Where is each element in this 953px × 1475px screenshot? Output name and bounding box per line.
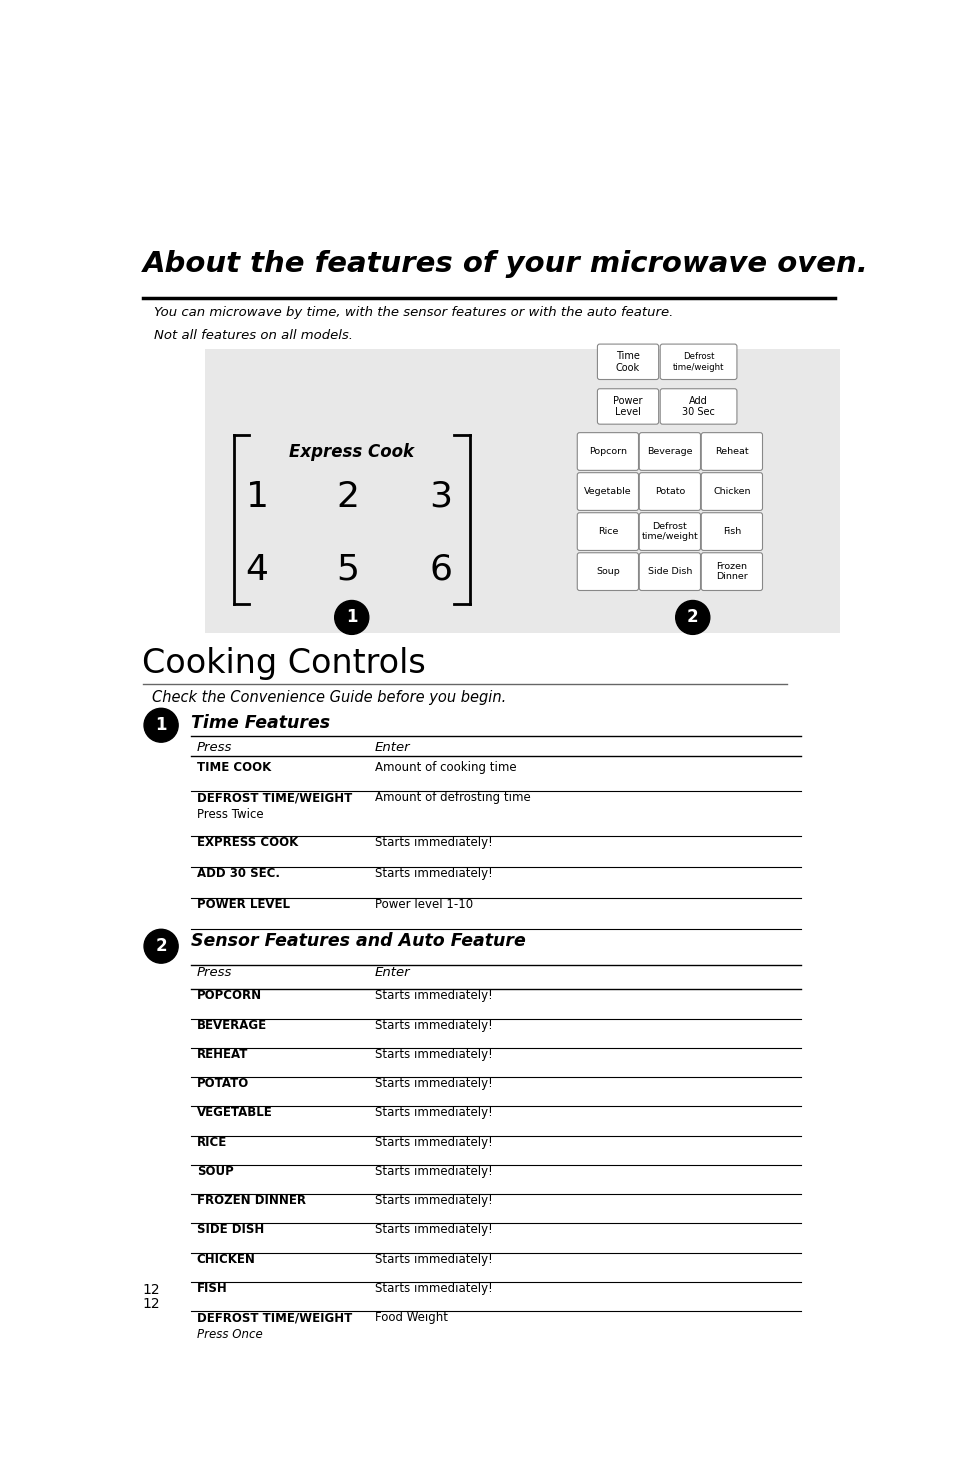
- Text: Chicken: Chicken: [713, 487, 750, 496]
- Circle shape: [144, 929, 178, 963]
- Text: DEFROST TIME/WEIGHT: DEFROST TIME/WEIGHT: [196, 1311, 352, 1325]
- Text: 2: 2: [336, 479, 359, 513]
- Text: BEVERAGE: BEVERAGE: [196, 1019, 267, 1031]
- FancyBboxPatch shape: [577, 513, 638, 550]
- Text: Not all features on all models.: Not all features on all models.: [154, 329, 353, 342]
- Text: POTATO: POTATO: [196, 1077, 249, 1090]
- FancyBboxPatch shape: [659, 389, 736, 425]
- Text: Frozen
Dinner: Frozen Dinner: [716, 562, 747, 581]
- Text: Power
Level: Power Level: [613, 395, 642, 417]
- Text: EXPRESS COOK: EXPRESS COOK: [196, 836, 297, 850]
- Text: Side Dish: Side Dish: [647, 566, 691, 577]
- Text: 1: 1: [346, 609, 357, 627]
- Text: Amount of defrosting time: Amount of defrosting time: [375, 792, 530, 804]
- Text: FISH: FISH: [196, 1282, 227, 1295]
- Text: 4: 4: [246, 553, 269, 587]
- Text: Starts immediately!: Starts immediately!: [375, 1282, 493, 1295]
- Text: Food Weight: Food Weight: [375, 1311, 448, 1325]
- Text: Power level 1-10: Power level 1-10: [375, 898, 473, 910]
- Text: About the features of your microwave oven.: About the features of your microwave ove…: [142, 251, 867, 279]
- Circle shape: [144, 708, 178, 742]
- FancyBboxPatch shape: [700, 432, 761, 471]
- Text: Starts immediately!: Starts immediately!: [375, 990, 493, 1003]
- Text: Potato: Potato: [654, 487, 684, 496]
- Text: Starts immediately!: Starts immediately!: [375, 1252, 493, 1266]
- Text: POWER LEVEL: POWER LEVEL: [196, 898, 290, 910]
- Text: You can microwave by time, with the sensor features or with the auto feature.: You can microwave by time, with the sens…: [154, 307, 673, 320]
- FancyBboxPatch shape: [597, 344, 658, 379]
- Text: 2: 2: [686, 609, 698, 627]
- Text: TIME COOK: TIME COOK: [196, 761, 271, 774]
- Text: Starts immediately!: Starts immediately!: [375, 1136, 493, 1149]
- Text: Popcorn: Popcorn: [588, 447, 626, 456]
- Text: 5: 5: [336, 553, 359, 587]
- Text: Fish: Fish: [722, 527, 740, 535]
- Text: Starts immediately!: Starts immediately!: [375, 1195, 493, 1207]
- FancyBboxPatch shape: [700, 513, 761, 550]
- Text: Starts immediately!: Starts immediately!: [375, 1077, 493, 1090]
- Text: Amount of cooking time: Amount of cooking time: [375, 761, 517, 774]
- Text: 1: 1: [246, 479, 269, 513]
- FancyBboxPatch shape: [639, 513, 700, 550]
- FancyBboxPatch shape: [577, 553, 638, 590]
- Text: Press: Press: [196, 966, 232, 979]
- Text: REHEAT: REHEAT: [196, 1047, 248, 1061]
- Text: SOUP: SOUP: [196, 1165, 233, 1179]
- Text: VEGETABLE: VEGETABLE: [196, 1106, 273, 1120]
- Text: SIDE DISH: SIDE DISH: [196, 1223, 264, 1236]
- Text: DEFROST TIME/WEIGHT: DEFROST TIME/WEIGHT: [196, 792, 352, 804]
- Circle shape: [335, 600, 369, 634]
- FancyBboxPatch shape: [577, 432, 638, 471]
- Circle shape: [675, 600, 709, 634]
- Bar: [204, 348, 840, 633]
- Text: 12: 12: [142, 1283, 160, 1298]
- Text: 1: 1: [155, 717, 167, 735]
- Text: Starts immediately!: Starts immediately!: [375, 1165, 493, 1179]
- Text: Time Features: Time Features: [191, 714, 330, 733]
- Text: 2: 2: [155, 937, 167, 956]
- Text: Defrost
time/weight: Defrost time/weight: [672, 353, 723, 372]
- Text: Defrost
time/weight: Defrost time/weight: [640, 522, 698, 541]
- Text: 6: 6: [429, 553, 452, 587]
- FancyBboxPatch shape: [700, 553, 761, 590]
- Text: Enter: Enter: [375, 740, 410, 754]
- Text: Rice: Rice: [598, 527, 618, 535]
- Text: Beverage: Beverage: [646, 447, 692, 456]
- Text: RICE: RICE: [196, 1136, 227, 1149]
- Text: Starts immediately!: Starts immediately!: [375, 1019, 493, 1031]
- Text: CHICKEN: CHICKEN: [196, 1252, 255, 1266]
- Text: Starts immediately!: Starts immediately!: [375, 836, 493, 850]
- Text: POPCORN: POPCORN: [196, 990, 262, 1003]
- Text: 12: 12: [142, 1298, 160, 1311]
- Text: Starts immediately!: Starts immediately!: [375, 1106, 493, 1120]
- Text: Vegetable: Vegetable: [583, 487, 631, 496]
- Text: Press Twice: Press Twice: [196, 808, 263, 822]
- Text: Starts immediately!: Starts immediately!: [375, 867, 493, 881]
- Text: Press Once: Press Once: [196, 1328, 262, 1341]
- FancyBboxPatch shape: [659, 344, 736, 379]
- Text: Time
Cook: Time Cook: [616, 351, 639, 373]
- FancyBboxPatch shape: [639, 472, 700, 510]
- Text: Express Cook: Express Cook: [289, 442, 414, 460]
- Text: 3: 3: [429, 479, 452, 513]
- Text: ADD 30 SEC.: ADD 30 SEC.: [196, 867, 279, 881]
- Text: Cooking Controls: Cooking Controls: [142, 646, 426, 680]
- FancyBboxPatch shape: [577, 472, 638, 510]
- Text: Starts immediately!: Starts immediately!: [375, 1047, 493, 1061]
- Text: Press: Press: [196, 740, 232, 754]
- FancyBboxPatch shape: [597, 389, 658, 425]
- Text: Starts immediately!: Starts immediately!: [375, 1223, 493, 1236]
- FancyBboxPatch shape: [700, 472, 761, 510]
- Text: Sensor Features and Auto Feature: Sensor Features and Auto Feature: [191, 932, 525, 950]
- FancyBboxPatch shape: [639, 553, 700, 590]
- Text: Add
30 Sec: Add 30 Sec: [681, 395, 714, 417]
- FancyBboxPatch shape: [639, 432, 700, 471]
- Text: Enter: Enter: [375, 966, 410, 979]
- Text: FROZEN DINNER: FROZEN DINNER: [196, 1195, 305, 1207]
- Text: Check the Convenience Guide before you begin.: Check the Convenience Guide before you b…: [152, 690, 505, 705]
- Text: Reheat: Reheat: [715, 447, 748, 456]
- Text: Soup: Soup: [596, 566, 619, 577]
